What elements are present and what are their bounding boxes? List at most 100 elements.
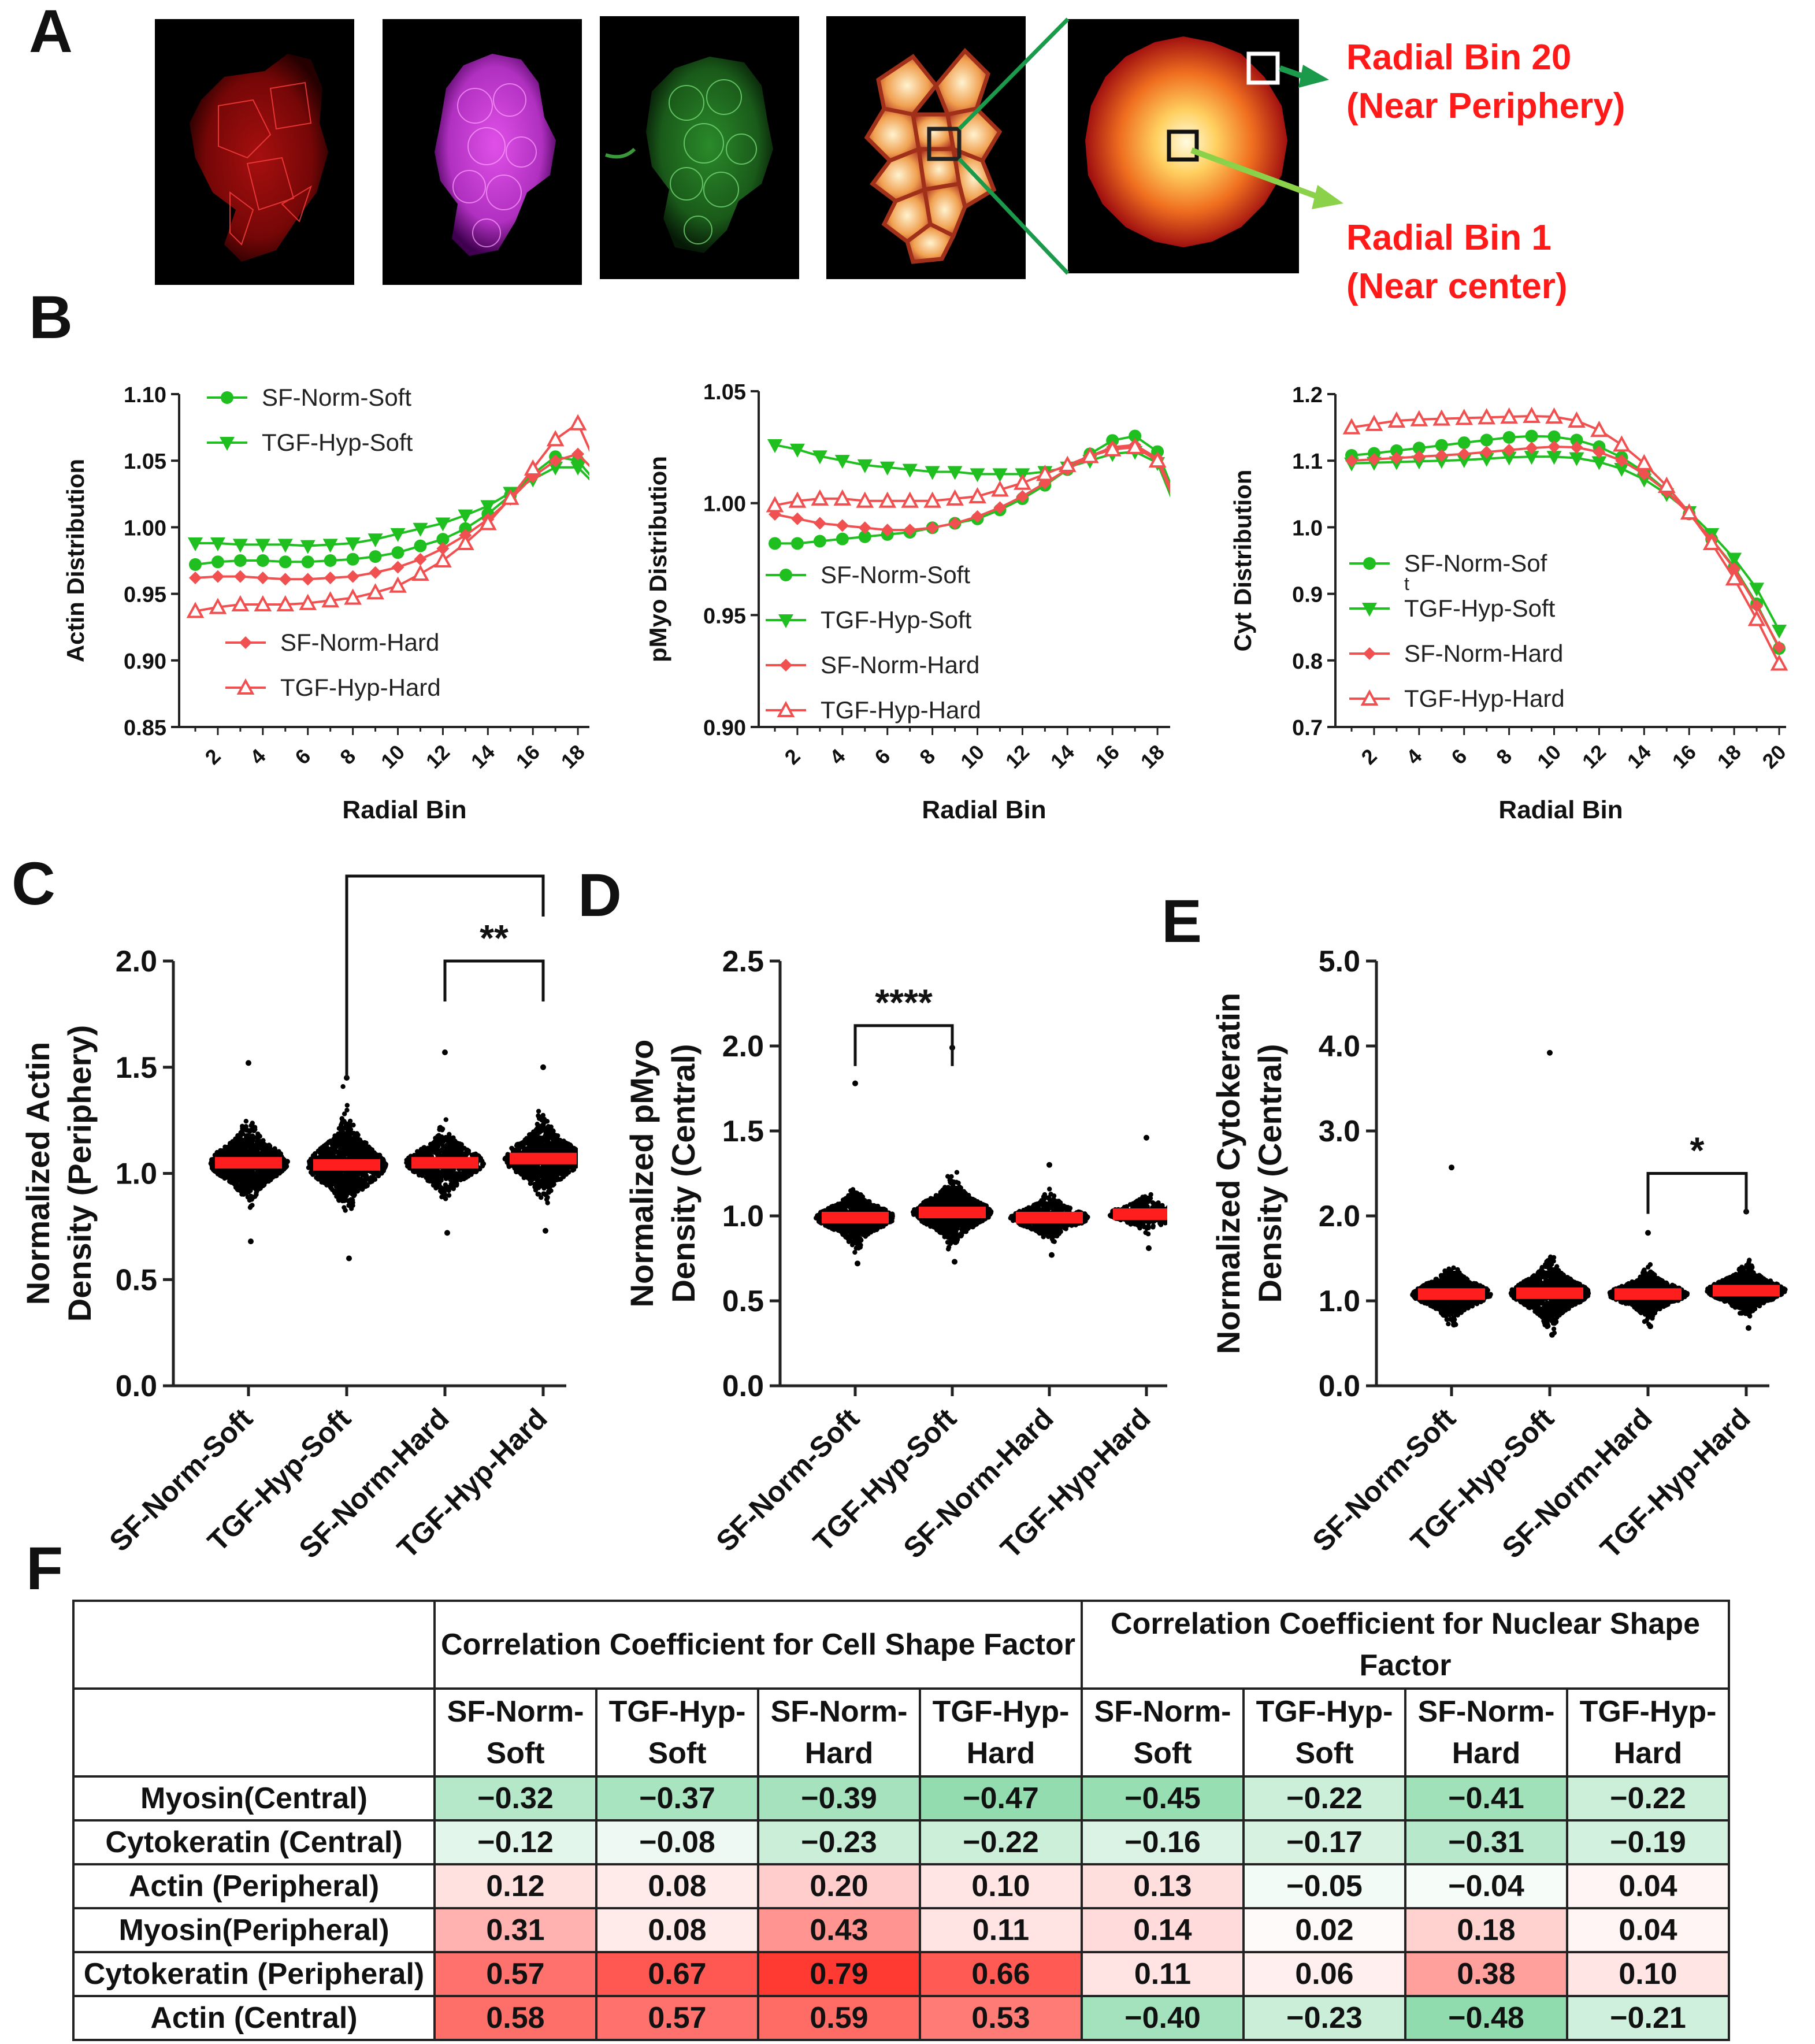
data-point-min <box>346 1255 352 1262</box>
data-point <box>364 1144 369 1149</box>
data-point <box>324 554 337 567</box>
data-point <box>526 1165 531 1170</box>
data-point <box>273 1148 278 1153</box>
x-tick-label: 4 <box>245 744 270 769</box>
data-point <box>902 463 918 478</box>
data-point <box>461 1151 466 1156</box>
legend-marker <box>1360 689 1379 706</box>
data-point <box>993 501 1007 514</box>
data-point <box>361 1182 366 1187</box>
data-point <box>339 1116 345 1122</box>
x-axis-title: Radial Bin <box>1498 796 1623 824</box>
data-point <box>856 491 874 508</box>
data-point <box>881 524 894 537</box>
data-point <box>836 519 849 532</box>
data-point <box>1725 569 1743 586</box>
data-point <box>879 461 895 476</box>
x-tick-label: 10 <box>1532 740 1565 773</box>
data-point <box>217 1168 222 1174</box>
data-point <box>189 571 202 584</box>
data-point <box>948 517 962 530</box>
legend-item-tgf-hyp-hard: TGF-Hyp-Hard <box>1349 685 1565 712</box>
x-tick-label: 8 <box>335 744 360 769</box>
data-point <box>372 1172 377 1177</box>
data-point <box>849 1188 854 1193</box>
data-point <box>321 591 340 608</box>
data-point <box>414 1152 420 1158</box>
annotation-bin20-line1: Radial Bin 20 <box>1346 38 1572 77</box>
data-point <box>529 1144 535 1150</box>
data-point <box>1365 414 1383 431</box>
annotation-radial-bin-20: Radial Bin 20 (Near Periphery) <box>1346 34 1625 130</box>
y-tick-label: 1.00 <box>703 492 746 517</box>
legend-label: TGF-Hyp-Soft <box>262 429 413 456</box>
x-tick-label: 8 <box>915 744 940 769</box>
data-point <box>438 1185 443 1190</box>
data-point <box>449 1152 454 1158</box>
data-point <box>1500 407 1519 424</box>
annotation-bin1-line1: Radial Bin 1 <box>1346 218 1552 258</box>
data-point <box>528 1134 533 1140</box>
data-point <box>515 1147 521 1152</box>
data-point <box>363 1150 369 1156</box>
data-point <box>971 510 984 523</box>
legend-marker <box>1362 603 1377 617</box>
data-point <box>247 1171 252 1177</box>
data-point <box>790 512 804 525</box>
data-point <box>347 1153 352 1159</box>
data-point <box>562 1142 567 1148</box>
data-point <box>536 1137 542 1142</box>
data-point <box>301 555 314 569</box>
data-point <box>1129 429 1142 443</box>
data-point <box>331 1152 336 1158</box>
data-point <box>348 1206 354 1211</box>
data-point <box>535 1192 541 1197</box>
data-point <box>766 496 784 513</box>
legend-marker <box>777 700 795 717</box>
data-point <box>355 1147 360 1152</box>
data-point <box>345 1170 350 1175</box>
y-axis-title: Normalized Actin Density (Periphery) <box>20 1025 98 1322</box>
data-point <box>344 1138 350 1144</box>
data-point <box>1546 451 1562 465</box>
data-point <box>968 487 986 504</box>
data-point <box>350 1130 355 1136</box>
significance-bracket: ** <box>443 917 545 1001</box>
data-point <box>344 1107 350 1113</box>
y-tick-label: 0.5 <box>116 1263 157 1297</box>
data-point <box>1773 640 1786 654</box>
data-point <box>947 466 963 480</box>
data-point <box>1456 454 1472 469</box>
data-point <box>443 1182 448 1188</box>
data-point <box>524 459 542 476</box>
data-point <box>352 1192 357 1197</box>
data-point <box>361 1170 366 1175</box>
data-point <box>506 1164 512 1169</box>
data-point <box>254 595 272 612</box>
swarm-tgf-hyp-soft <box>306 1075 388 1262</box>
chart-cyt-distribution: 0.70.80.91.01.11.22 4 6 8 10 12 14 16 18 20Radial… <box>1229 383 1791 824</box>
data-point <box>1502 443 1516 457</box>
data-point <box>433 1168 439 1174</box>
data-point <box>357 1138 362 1143</box>
data-point <box>571 447 585 461</box>
data-point <box>832 1226 837 1231</box>
data-point <box>813 535 826 548</box>
y-tick-label: 1.0 <box>722 1200 764 1233</box>
data-point <box>227 1175 232 1180</box>
data-point <box>389 576 407 593</box>
data-point <box>546 1125 551 1130</box>
data-point <box>324 1144 329 1149</box>
data-point <box>1590 421 1608 437</box>
x-tick-label: 8 <box>1491 744 1516 769</box>
data-point <box>1612 435 1631 452</box>
data-point <box>561 1138 566 1144</box>
data-point <box>523 1140 528 1145</box>
data-point <box>339 1146 344 1151</box>
data-point <box>270 1174 276 1180</box>
data-point <box>1502 431 1516 444</box>
data-point <box>1547 440 1561 454</box>
series-line <box>775 435 1170 545</box>
panel-label-f: F <box>26 1535 64 1602</box>
